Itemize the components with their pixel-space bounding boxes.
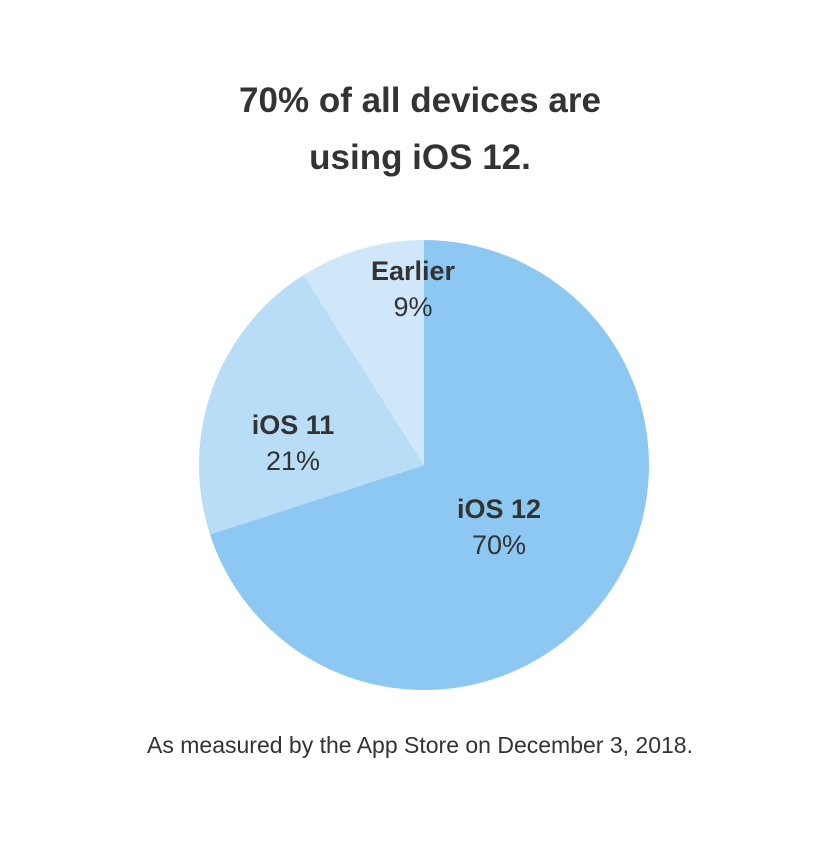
pie-slice-earlier — [303, 240, 424, 465]
footnote: As measured by the App Store on December… — [147, 732, 693, 758]
title-line-2: using iOS 12. — [309, 138, 531, 177]
slice-label-earlier: Earlier 9% — [370, 256, 456, 322]
slice-label-ios11: iOS 11 21% — [251, 410, 335, 476]
title-line-1: 70% of all devices are — [239, 81, 601, 120]
slice-label-ios12: iOS 12 70% — [456, 494, 542, 560]
pie-slice-ios-12 — [210, 240, 650, 690]
chart-title: 70% of all devices are using iOS 12. — [0, 72, 840, 186]
pie-slice-ios-11 — [199, 275, 424, 535]
